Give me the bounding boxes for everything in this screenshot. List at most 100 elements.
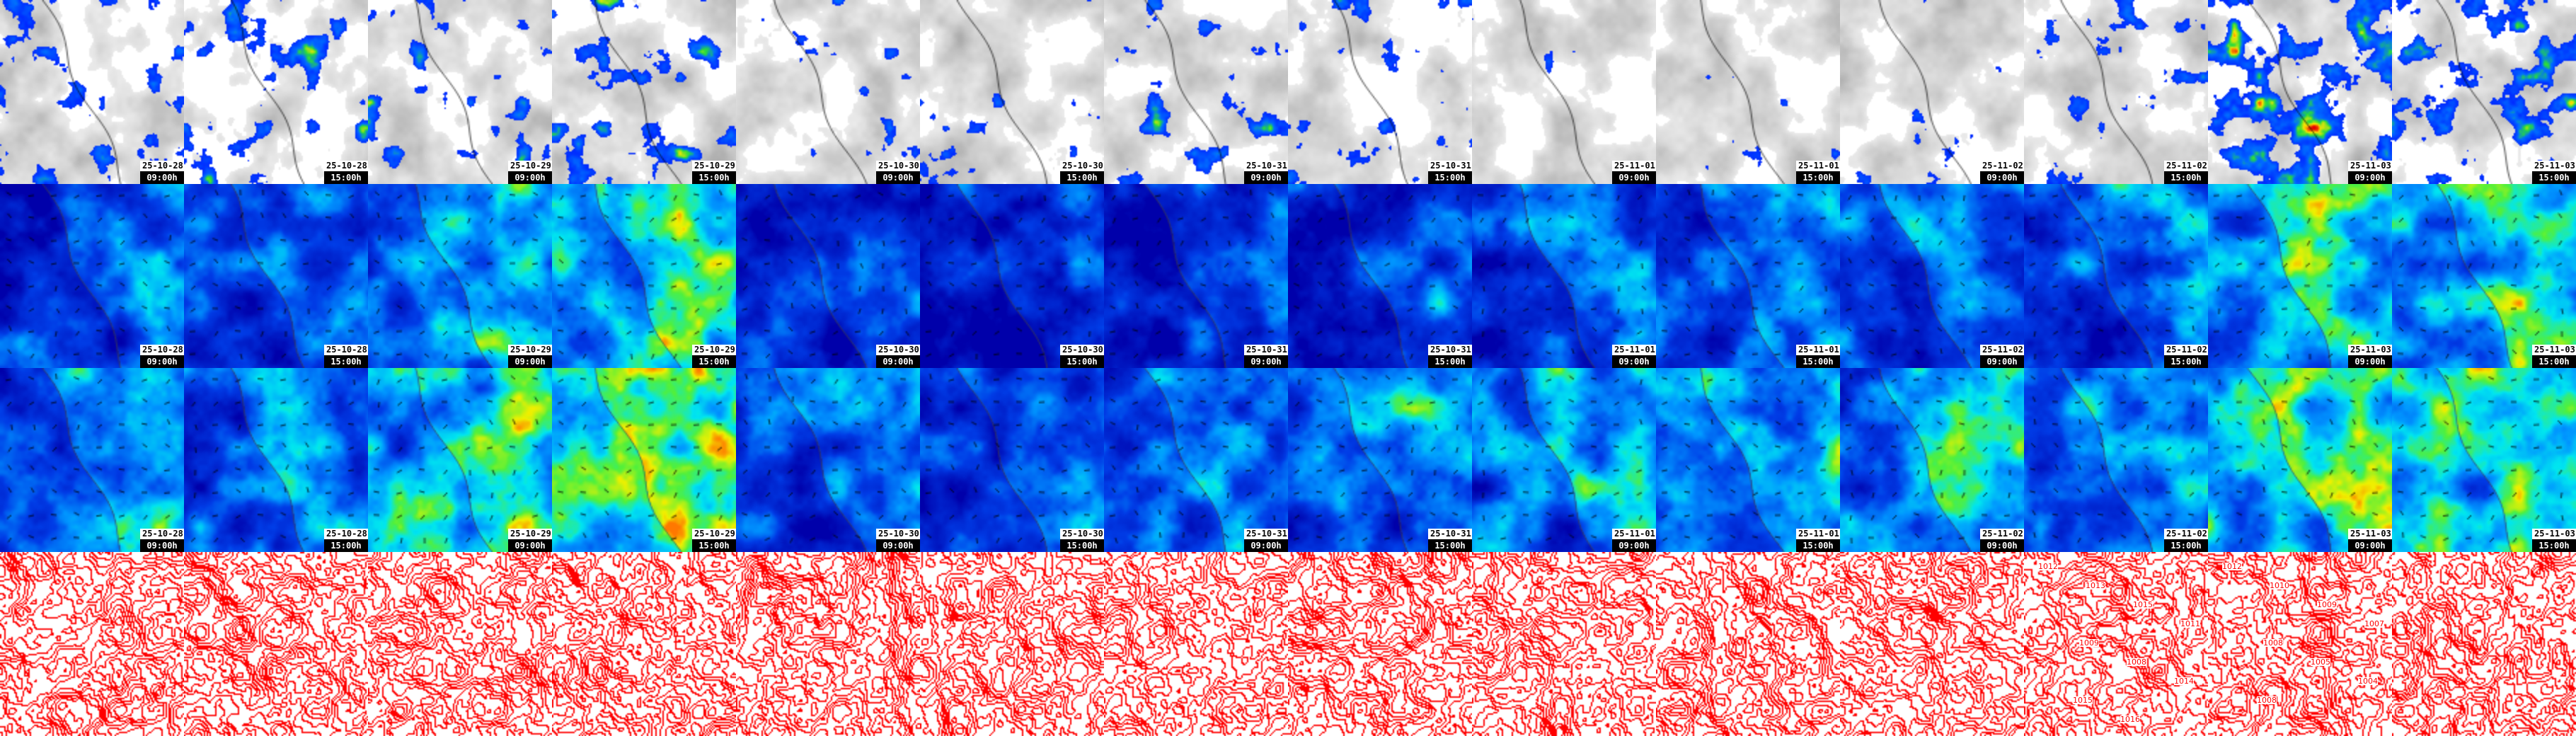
- map-tile-cloud-precipitation[interactable]: 25-10-29 09:00h: [368, 0, 552, 184]
- isobar-label: 1016: [2120, 715, 2140, 724]
- map-tile-pressure-isobars[interactable]: [0, 552, 184, 736]
- map-tile-wind-field[interactable]: 25-10-31 09:00h: [1104, 184, 1288, 368]
- timestamp-label: 25-11-02 09:00h: [1980, 529, 2024, 552]
- map-tile-wind-field[interactable]: 25-10-28 09:00h: [0, 184, 184, 368]
- wind-gust-field-map: [736, 368, 920, 552]
- map-tile-pressure-isobars[interactable]: [552, 552, 736, 736]
- isobar-label: 1005: [2311, 657, 2330, 667]
- map-tile-wind-field[interactable]: 25-11-02 09:00h: [1840, 184, 2024, 368]
- isobar-label: 1015: [2073, 696, 2093, 705]
- timestamp-label: 25-10-30 09:00h: [876, 345, 920, 368]
- timestamp-label: 25-11-01 09:00h: [1612, 161, 1656, 184]
- map-tile-wind-gust-field[interactable]: 25-11-02 09:00h: [1840, 368, 2024, 552]
- timestamp-time: 09:00h: [1244, 355, 1288, 368]
- map-tile-wind-gust-field[interactable]: 25-10-30 15:00h: [920, 368, 1104, 552]
- map-tile-pressure-isobars[interactable]: [184, 552, 368, 736]
- timestamp-time: 09:00h: [1244, 539, 1288, 552]
- map-tile-wind-field[interactable]: 25-10-30 09:00h: [736, 184, 920, 368]
- timestamp-time: 09:00h: [1980, 171, 2024, 184]
- timestamp-time: 15:00h: [324, 171, 368, 184]
- timestamp-label: 25-10-28 09:00h: [140, 161, 184, 184]
- timestamp-time: 15:00h: [2164, 171, 2208, 184]
- pressure-isobars-map: [920, 552, 1104, 736]
- map-tile-cloud-precipitation[interactable]: 25-10-28 15:00h: [184, 0, 368, 184]
- map-tile-wind-gust-field[interactable]: 25-10-29 09:00h: [368, 368, 552, 552]
- map-tile-wind-gust-field[interactable]: 25-10-31 09:00h: [1104, 368, 1288, 552]
- map-tile-cloud-precipitation[interactable]: 25-10-31 15:00h: [1288, 0, 1472, 184]
- wind-field-map: [736, 184, 920, 368]
- map-tile-wind-field[interactable]: 25-11-03 15:00h: [2392, 184, 2576, 368]
- timestamp-time: 15:00h: [692, 355, 736, 368]
- map-tile-pressure-isobars[interactable]: [1104, 552, 1288, 736]
- isobar-label: 1014: [2174, 677, 2194, 686]
- timestamp-date: 25-11-01: [1796, 161, 1840, 171]
- timestamp-time: 09:00h: [508, 171, 552, 184]
- map-tile-cloud-precipitation[interactable]: 25-11-01 09:00h: [1472, 0, 1656, 184]
- map-tile-wind-field[interactable]: 25-11-01 09:00h: [1472, 184, 1656, 368]
- map-tile-wind-gust-field[interactable]: 25-10-30 09:00h: [736, 368, 920, 552]
- map-tile-cloud-precipitation[interactable]: 25-11-02 15:00h: [2024, 0, 2208, 184]
- map-tile-wind-gust-field[interactable]: 25-10-29 15:00h: [552, 368, 736, 552]
- isobar-label: 1008: [2263, 638, 2283, 648]
- map-tile-wind-field[interactable]: 25-10-29 15:00h: [552, 184, 736, 368]
- timestamp-date: 25-11-02: [1980, 345, 2024, 355]
- map-tile-cloud-precipitation[interactable]: 25-10-30 15:00h: [920, 0, 1104, 184]
- cloud-precipitation-map: [1104, 0, 1288, 184]
- map-tile-pressure-isobars[interactable]: 1012 1013 1015 1011 1009 1008 1014 1015 1016: [2024, 552, 2208, 736]
- timestamp-date: 25-10-29: [692, 161, 736, 171]
- timestamp-label: 25-10-28 09:00h: [140, 345, 184, 368]
- map-tile-wind-field[interactable]: 25-10-31 15:00h: [1288, 184, 1472, 368]
- map-tile-cloud-precipitation[interactable]: 25-10-29 15:00h: [552, 0, 736, 184]
- map-tile-wind-field[interactable]: 25-11-03 09:00h: [2208, 184, 2392, 368]
- timestamp-time: 09:00h: [876, 171, 920, 184]
- timestamp-date: 25-11-03: [2532, 161, 2576, 171]
- timestamp-time: 15:00h: [1796, 171, 1840, 184]
- map-tile-wind-gust-field[interactable]: 25-10-28 15:00h: [184, 368, 368, 552]
- timestamp-date: 25-10-29: [508, 529, 552, 539]
- map-tile-cloud-precipitation[interactable]: 25-10-31 09:00h: [1104, 0, 1288, 184]
- timestamp-time: 09:00h: [140, 355, 184, 368]
- map-tile-pressure-isobars[interactable]: [2392, 552, 2576, 736]
- map-tile-pressure-isobars[interactable]: [368, 552, 552, 736]
- map-tile-pressure-isobars[interactable]: [1288, 552, 1472, 736]
- map-tile-pressure-isobars[interactable]: [1840, 552, 2024, 736]
- map-tile-wind-gust-field[interactable]: 25-10-31 15:00h: [1288, 368, 1472, 552]
- timestamp-label: 25-10-31 15:00h: [1428, 161, 1472, 184]
- wind-gust-field-map: [0, 368, 184, 552]
- map-tile-wind-field[interactable]: 25-10-30 15:00h: [920, 184, 1104, 368]
- wind-field-map: [552, 184, 736, 368]
- map-tile-wind-field[interactable]: 25-10-29 09:00h: [368, 184, 552, 368]
- wind-gust-field-map: [1288, 368, 1472, 552]
- map-tile-pressure-isobars[interactable]: [736, 552, 920, 736]
- map-tile-cloud-precipitation[interactable]: 25-11-01 15:00h: [1656, 0, 1840, 184]
- timestamp-time: 09:00h: [1612, 355, 1656, 368]
- map-tile-wind-gust-field[interactable]: 25-11-01 09:00h: [1472, 368, 1656, 552]
- map-tile-pressure-isobars[interactable]: [920, 552, 1104, 736]
- map-tile-cloud-precipitation[interactable]: 25-11-02 09:00h: [1840, 0, 2024, 184]
- map-tile-pressure-isobars[interactable]: 1012 1010 1009 1007 1008 1005 1004 1008: [2208, 552, 2392, 736]
- isobar-label: 1010: [2270, 581, 2289, 590]
- map-tile-cloud-precipitation[interactable]: 25-11-03 15:00h: [2392, 0, 2576, 184]
- timestamp-label: 25-11-02 15:00h: [2164, 345, 2208, 368]
- timestamp-label: 25-11-02 15:00h: [2164, 161, 2208, 184]
- map-tile-wind-field[interactable]: 25-11-01 15:00h: [1656, 184, 1840, 368]
- map-tile-cloud-precipitation[interactable]: 25-10-30 09:00h: [736, 0, 920, 184]
- timestamp-label: 25-10-30 15:00h: [1060, 529, 1104, 552]
- map-tile-cloud-precipitation[interactable]: 25-10-28 09:00h: [0, 0, 184, 184]
- pressure-isobars-map: [2024, 552, 2208, 736]
- timestamp-time: 09:00h: [1980, 355, 2024, 368]
- map-tile-wind-field[interactable]: 25-11-02 15:00h: [2024, 184, 2208, 368]
- map-tile-wind-field[interactable]: 25-10-28 15:00h: [184, 184, 368, 368]
- timestamp-label: 25-11-03 09:00h: [2348, 161, 2392, 184]
- map-tile-wind-gust-field[interactable]: 25-11-01 15:00h: [1656, 368, 1840, 552]
- timestamp-date: 25-10-30: [876, 529, 920, 539]
- map-tile-cloud-precipitation[interactable]: 25-11-03 09:00h: [2208, 0, 2392, 184]
- map-tile-pressure-isobars[interactable]: [1656, 552, 1840, 736]
- map-tile-wind-gust-field[interactable]: 25-11-03 09:00h: [2208, 368, 2392, 552]
- map-tile-pressure-isobars[interactable]: [1472, 552, 1656, 736]
- map-tile-wind-gust-field[interactable]: 25-11-03 15:00h: [2392, 368, 2576, 552]
- map-tile-wind-gust-field[interactable]: 25-10-28 09:00h: [0, 368, 184, 552]
- map-tile-wind-gust-field[interactable]: 25-11-02 15:00h: [2024, 368, 2208, 552]
- cloud-precipitation-map: [184, 0, 368, 184]
- timestamp-label: 25-10-29 09:00h: [508, 161, 552, 184]
